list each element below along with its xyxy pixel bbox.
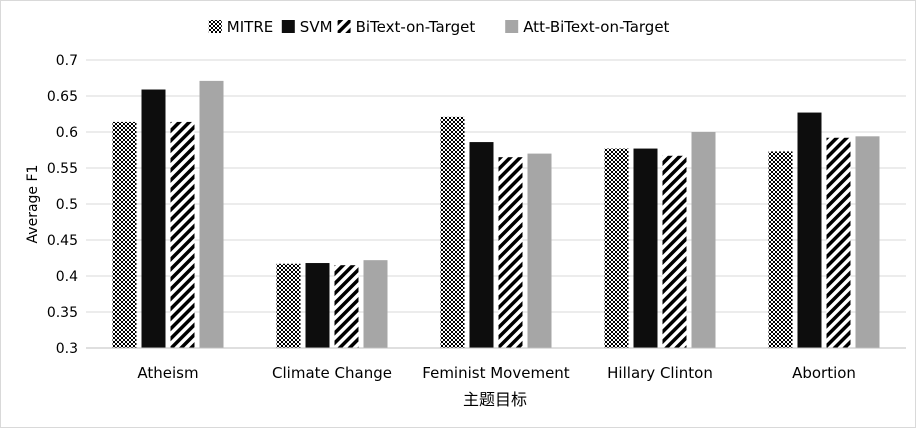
legend-label: Att-BiText-on-Target — [523, 18, 669, 36]
bar — [469, 142, 494, 348]
bar — [305, 263, 330, 348]
bar — [141, 89, 166, 349]
legend-swatch — [505, 20, 519, 33]
x-axis: Atheism Climate Change Feminist Movement Hi… — [86, 347, 906, 382]
legend-label: MITRE — [227, 18, 273, 36]
bar — [334, 265, 359, 348]
bar — [662, 155, 687, 348]
legend: MITRE SVM BiText-on-Target Att-BiText-on-Ta… — [208, 18, 670, 36]
bar — [768, 151, 793, 348]
y-axis-label: Average F1 — [25, 165, 41, 244]
bar — [604, 148, 629, 348]
bar — [112, 121, 137, 348]
y-tick-label: 0.45 — [47, 233, 78, 249]
y-tick-label: 0.55 — [47, 161, 78, 177]
y-tick-label: 0.5 — [56, 197, 78, 213]
bar — [170, 121, 195, 348]
legend-label: SVM — [300, 18, 333, 36]
x-tick-label: Hillary Clinton — [607, 364, 713, 382]
legend-swatch — [337, 20, 351, 33]
y-tick-label: 0.35 — [47, 305, 78, 321]
x-axis-label: 主题目标 — [463, 390, 527, 409]
bar — [363, 260, 388, 348]
bars — [112, 80, 880, 349]
bar — [527, 153, 552, 348]
bar — [855, 136, 880, 348]
bar — [691, 132, 716, 348]
bar — [797, 112, 822, 348]
legend-swatch — [208, 20, 222, 33]
x-tick-label: Climate Change — [272, 364, 392, 382]
bar — [276, 263, 301, 348]
x-tick-label: Feminist Movement — [422, 364, 570, 382]
legend-swatch — [281, 20, 295, 33]
legend-label: BiText-on-Target — [356, 18, 476, 36]
bar — [440, 116, 465, 348]
y-tick-label: 0.3 — [56, 341, 78, 357]
y-tick-label: 0.7 — [56, 53, 78, 69]
x-tick-label: Atheism — [137, 364, 198, 382]
x-tick-label: Abortion — [792, 364, 856, 382]
bar — [826, 137, 851, 348]
y-tick-label: 0.65 — [47, 89, 78, 105]
y-axis: 0.3 0.35 0.4 0.45 0.5 0.55 0.6 0.65 0.7 — [47, 53, 78, 357]
bar — [199, 80, 224, 348]
bar — [633, 148, 658, 348]
y-tick-label: 0.4 — [56, 269, 78, 285]
bar — [498, 157, 523, 348]
y-tick-label: 0.6 — [56, 125, 78, 141]
